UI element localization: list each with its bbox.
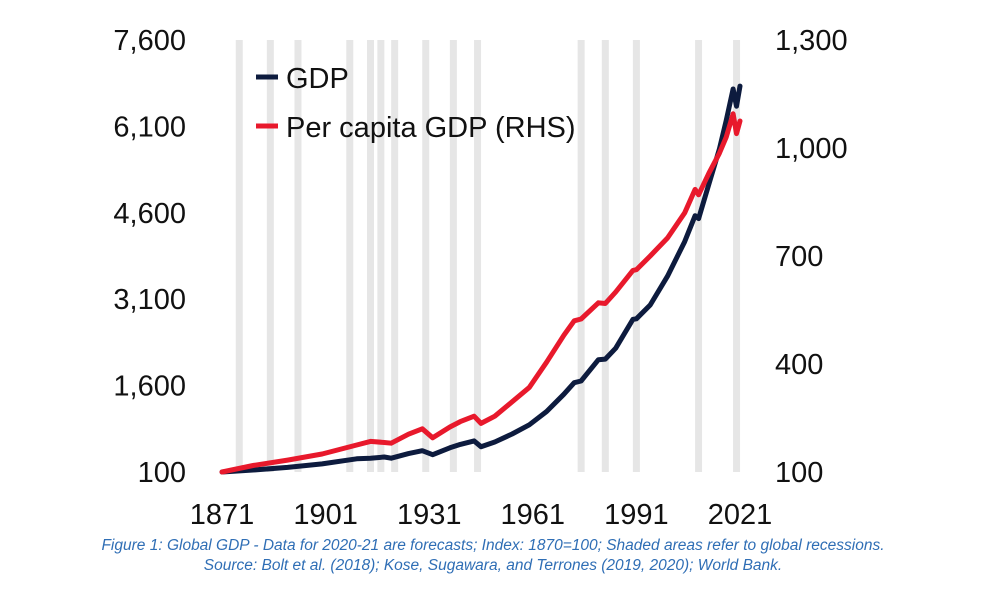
- x-axis-ticks: 1871 1901 1931 1961 1991 2021: [190, 499, 773, 531]
- y-right-tick-label: 1,300: [775, 25, 848, 57]
- series-lines: [219, 83, 743, 475]
- y-left-tick-label: 3,100: [113, 284, 186, 316]
- legend-label-per-capita: Per capita GDP (RHS): [286, 112, 576, 144]
- left-axis-ticks: 100 1,600 3,100 4,600 6,100 7,600: [113, 25, 186, 489]
- y-left-tick-label: 100: [138, 457, 186, 489]
- gdp-chart: 100 1,600 3,100 4,600 6,100 7,600 100 400 700 1,…: [113, 25, 848, 531]
- recession-band-1982: [601, 40, 609, 472]
- x-tick-label: 1871: [190, 499, 255, 531]
- y-left-tick-label: 4,600: [113, 198, 186, 230]
- recession-band-1914: [366, 40, 374, 472]
- legend: GDP Per capita GDP (RHS): [256, 63, 576, 144]
- right-axis-ticks: 100 400 700 1,000 1,300: [775, 25, 848, 489]
- x-tick-label: 2021: [708, 499, 773, 531]
- y-left-tick-label: 1,600: [113, 371, 186, 403]
- y-right-tick-label: 1,000: [775, 133, 848, 165]
- x-tick-label: 1931: [397, 499, 462, 531]
- x-tick-label: 1961: [501, 499, 566, 531]
- y-left-tick-label: 6,100: [113, 111, 186, 143]
- y-left-tick-label: 7,600: [113, 25, 186, 57]
- legend-label-gdp: GDP: [286, 63, 349, 95]
- recession-band-1930: [422, 40, 430, 472]
- recession-band-1975: [577, 40, 585, 472]
- recession-band-1893: [294, 40, 302, 472]
- series-line-per-capita-gdp: [219, 111, 743, 475]
- recession-band-1921: [391, 40, 399, 472]
- x-tick-label: 1991: [604, 499, 669, 531]
- recession-band-2020: [733, 40, 741, 472]
- recession-band-1991: [632, 40, 640, 472]
- figure-caption: Figure 1: Global GDP - Data for 2020-21 …: [101, 537, 885, 554]
- figure-source: Source: Bolt et al. (2018); Kose, Sugawa…: [203, 557, 783, 574]
- recession-band-1917: [377, 40, 385, 472]
- recession-band-2009: [695, 40, 703, 472]
- recession-band-1908: [346, 40, 354, 472]
- y-right-tick-label: 100: [775, 457, 823, 489]
- y-right-tick-label: 700: [775, 241, 823, 273]
- recession-band-1945: [474, 40, 482, 472]
- x-tick-label: 1901: [293, 499, 358, 531]
- recession-band-1876: [235, 40, 243, 472]
- recession-bands: [235, 40, 741, 472]
- recession-band-1885: [266, 40, 274, 472]
- y-right-tick-label: 400: [775, 349, 823, 381]
- series-line-gdp: [219, 83, 743, 475]
- recession-band-1938: [449, 40, 457, 472]
